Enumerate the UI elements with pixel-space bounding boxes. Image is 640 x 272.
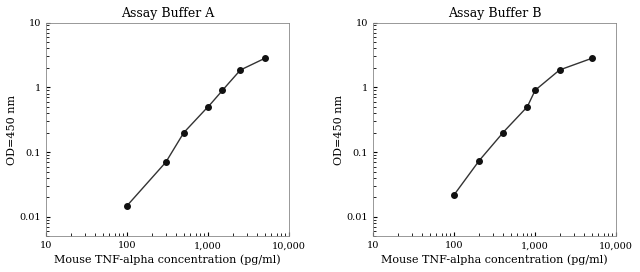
Title: Assay Buffer B: Assay Buffer B	[448, 7, 541, 20]
Y-axis label: OD=450 nm: OD=450 nm	[7, 94, 17, 165]
Title: Assay Buffer A: Assay Buffer A	[121, 7, 214, 20]
Point	[522, 105, 532, 109]
Point	[554, 68, 564, 72]
Point	[530, 88, 540, 92]
Y-axis label: OD=450 nm: OD=450 nm	[334, 94, 344, 165]
Point	[498, 131, 508, 135]
Point	[203, 105, 213, 109]
Point	[179, 131, 189, 135]
Point	[449, 193, 460, 197]
Point	[587, 56, 597, 60]
Point	[260, 56, 270, 60]
Point	[236, 68, 246, 72]
Point	[474, 159, 484, 163]
X-axis label: Mouse TNF-alpha concentration (pg/ml): Mouse TNF-alpha concentration (pg/ml)	[54, 255, 281, 265]
Point	[218, 88, 228, 92]
Point	[161, 160, 171, 164]
Point	[122, 203, 132, 208]
X-axis label: Mouse TNF-alpha concentration (pg/ml): Mouse TNF-alpha concentration (pg/ml)	[381, 255, 608, 265]
